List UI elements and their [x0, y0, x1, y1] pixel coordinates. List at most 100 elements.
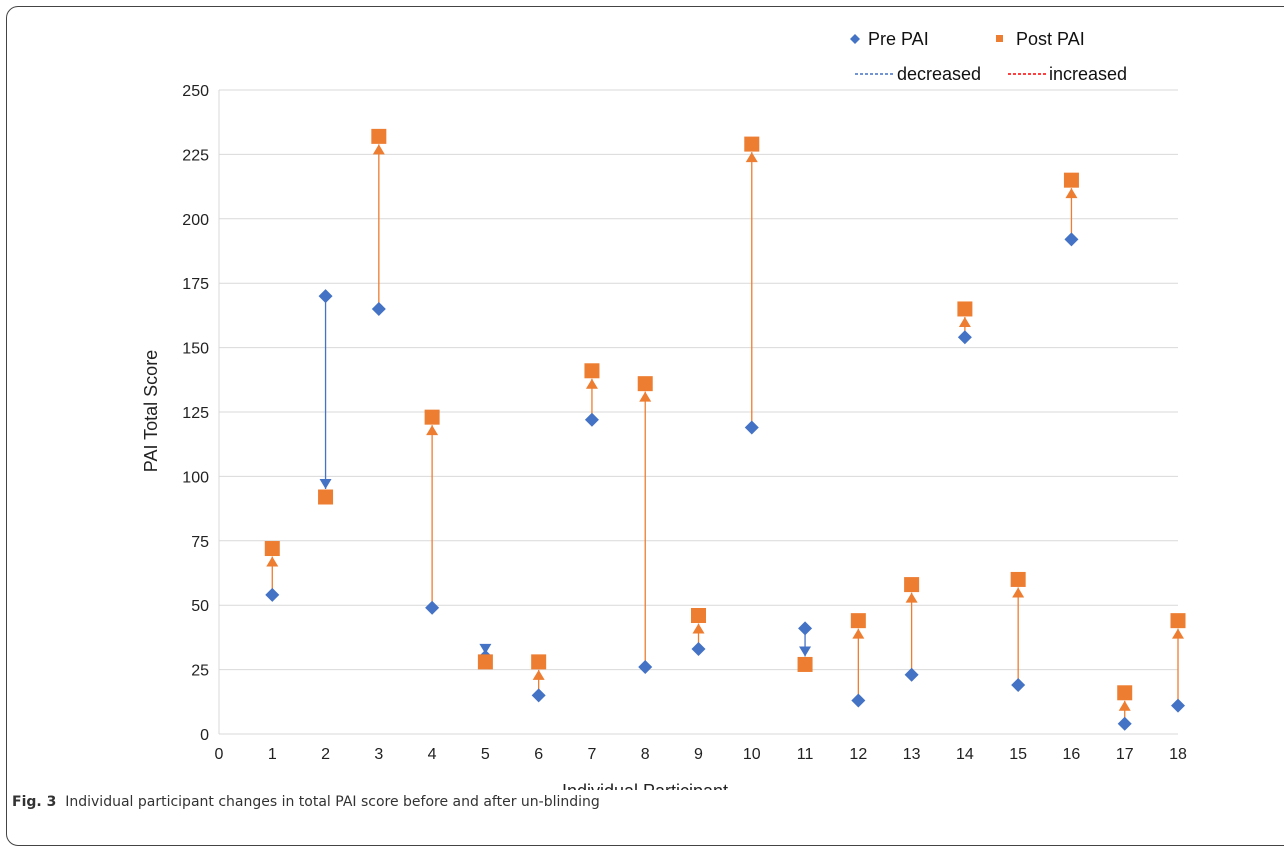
y-tick-25: 25 [191, 663, 209, 680]
x-tick-1: 1 [268, 746, 277, 763]
post-point-18 [1170, 613, 1186, 629]
legend-decreased-label: decreased [897, 64, 981, 84]
y-tick-75: 75 [191, 534, 209, 551]
x-tick-2: 2 [321, 746, 330, 763]
post-point-11 [797, 656, 813, 672]
x-tick-labels: 0 1 2 3 4 5 6 7 8 9 10 11 12 13 14 15 16 17 18 [215, 746, 1187, 763]
x-tick-13: 13 [903, 746, 921, 763]
x-tick-4: 4 [428, 746, 437, 763]
change-arrow-11 [799, 646, 812, 657]
post-point-3 [371, 128, 387, 144]
post-point-1 [264, 541, 280, 557]
y-axis-title: PAI Total Score [141, 350, 161, 472]
pre-point-10 [744, 420, 759, 435]
change-arrow-3 [372, 144, 385, 155]
legend-pre-label: Pre PAI [868, 29, 929, 49]
y-tick-labels: 0 25 50 75 100 125 150 175 200 225 250 [182, 83, 209, 744]
change-arrow-1 [266, 556, 279, 567]
x-tick-12: 12 [849, 746, 867, 763]
x-tick-7: 7 [587, 746, 596, 763]
post-point-10 [744, 136, 760, 152]
caption-text: Individual participant changes in total … [65, 794, 600, 810]
y-tick-150: 150 [182, 341, 209, 358]
pre-point-7 [584, 412, 599, 427]
y-tick-125: 125 [182, 405, 209, 422]
pre-point-8 [638, 660, 653, 675]
y-tick-250: 250 [182, 83, 209, 100]
legend-pre-marker [850, 34, 860, 44]
change-lines [266, 144, 1184, 724]
post-point-4 [424, 409, 440, 425]
pre-point-15 [1011, 678, 1026, 693]
pre-point-18 [1171, 698, 1185, 713]
post-point-7 [584, 363, 600, 379]
x-tick-9: 9 [694, 746, 703, 763]
change-arrow-8 [639, 391, 652, 402]
pre-point-16 [1064, 232, 1079, 247]
change-arrow-13 [905, 592, 918, 603]
post-point-9 [691, 608, 706, 624]
x-tick-6: 6 [534, 746, 543, 763]
legend-post-label: Post PAI [1016, 29, 1085, 49]
x-tick-16: 16 [1063, 746, 1081, 763]
pre-point-12 [851, 693, 866, 708]
x-tick-5: 5 [481, 746, 490, 763]
y-tick-0: 0 [200, 727, 209, 744]
x-tick-3: 3 [374, 746, 383, 763]
x-tick-18: 18 [1169, 746, 1187, 763]
change-arrow-12 [852, 628, 865, 639]
y-tick-200: 200 [182, 212, 209, 229]
legend: Pre PAI Post PAI decreased increased [850, 29, 1127, 84]
caption-label: Fig. 3 [12, 794, 57, 810]
change-arrow-17 [1118, 700, 1131, 711]
pre-point-1 [265, 587, 280, 602]
pre-point-11 [798, 621, 813, 636]
grid-lines [219, 89, 1178, 671]
change-arrow-4 [426, 425, 439, 436]
post-point-5 [477, 654, 493, 670]
post-point-12 [850, 613, 866, 629]
figure-caption: Fig. 3 Individual participant changes in… [12, 794, 600, 810]
post-point-8 [637, 376, 653, 392]
change-arrow-15 [1012, 587, 1025, 598]
post-point-14 [957, 301, 973, 317]
change-arrow-14 [958, 316, 971, 327]
post-point-17 [1117, 685, 1133, 701]
axes [218, 90, 1178, 735]
pre-point-6 [531, 688, 546, 703]
x-tick-0: 0 [215, 746, 224, 763]
x-axis-title: Individual Participant [562, 781, 728, 790]
data-points [264, 128, 1186, 731]
pre-point-13 [904, 667, 919, 682]
post-point-2 [318, 489, 334, 505]
pre-point-4 [425, 600, 440, 615]
x-tick-8: 8 [641, 746, 650, 763]
pre-point-14 [957, 330, 972, 345]
change-arrow-5 [479, 643, 492, 654]
change-arrow-16 [1065, 188, 1078, 199]
change-arrow-6 [532, 669, 545, 680]
pre-point-17 [1117, 716, 1132, 731]
x-tick-17: 17 [1116, 746, 1134, 763]
x-tick-14: 14 [956, 746, 974, 763]
post-point-6 [531, 654, 547, 670]
y-tick-175: 175 [182, 276, 209, 293]
post-point-16 [1063, 172, 1079, 188]
change-arrow-10 [745, 152, 758, 163]
change-arrow-18 [1172, 628, 1184, 639]
change-arrow-2 [319, 479, 332, 490]
y-tick-225: 225 [182, 147, 209, 164]
x-tick-11: 11 [797, 746, 814, 763]
post-point-13 [904, 577, 920, 593]
change-arrow-9 [692, 623, 705, 634]
pre-point-9 [691, 641, 706, 656]
y-tick-100: 100 [182, 469, 209, 486]
legend-increased-label: increased [1049, 64, 1127, 84]
y-tick-50: 50 [191, 598, 209, 615]
pre-point-2 [318, 289, 333, 304]
post-point-15 [1010, 571, 1026, 587]
legend-post-marker [996, 35, 1003, 42]
x-tick-10: 10 [743, 746, 761, 763]
x-tick-15: 15 [1009, 746, 1027, 763]
